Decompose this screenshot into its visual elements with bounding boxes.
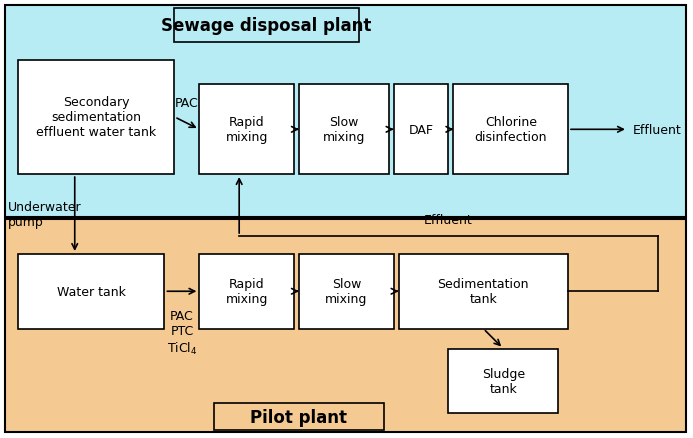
Text: Sewage disposal plant: Sewage disposal plant [161,17,371,35]
Text: PAC: PAC [175,97,199,110]
Text: PAC
PTC
TiCl$_4$: PAC PTC TiCl$_4$ [167,310,197,356]
Text: Underwater
pump: Underwater pump [8,201,82,229]
Text: Effluent: Effluent [424,213,473,226]
Bar [18,254,164,329]
Bar [5,6,685,218]
Text: Pilot plant: Pilot plant [250,408,347,426]
Text: Slow
mixing: Slow mixing [325,278,367,306]
Text: Rapid
mixing: Rapid mixing [225,278,268,306]
Bar [394,85,448,175]
Bar [398,254,568,329]
Bar [299,85,389,175]
Bar [448,349,558,413]
Bar [5,219,685,432]
Text: Rapid
mixing: Rapid mixing [225,116,268,144]
Text: Slow
mixing: Slow mixing [323,116,365,144]
Text: DAF: DAF [409,124,434,137]
Bar [200,254,294,329]
Bar [453,85,568,175]
Bar [200,85,294,175]
Bar [214,403,384,430]
Bar [175,9,359,42]
Text: Secondary
sedimentation
effluent water tank: Secondary sedimentation effluent water t… [36,96,156,139]
Text: Chlorine
disinfection: Chlorine disinfection [475,116,547,144]
Bar [299,254,394,329]
Text: Effluent: Effluent [633,124,682,137]
Text: Sedimentation
tank: Sedimentation tank [437,278,529,306]
Text: Sludge
tank: Sludge tank [482,367,525,395]
Text: Water tank: Water tank [57,285,125,298]
Bar [18,60,175,175]
